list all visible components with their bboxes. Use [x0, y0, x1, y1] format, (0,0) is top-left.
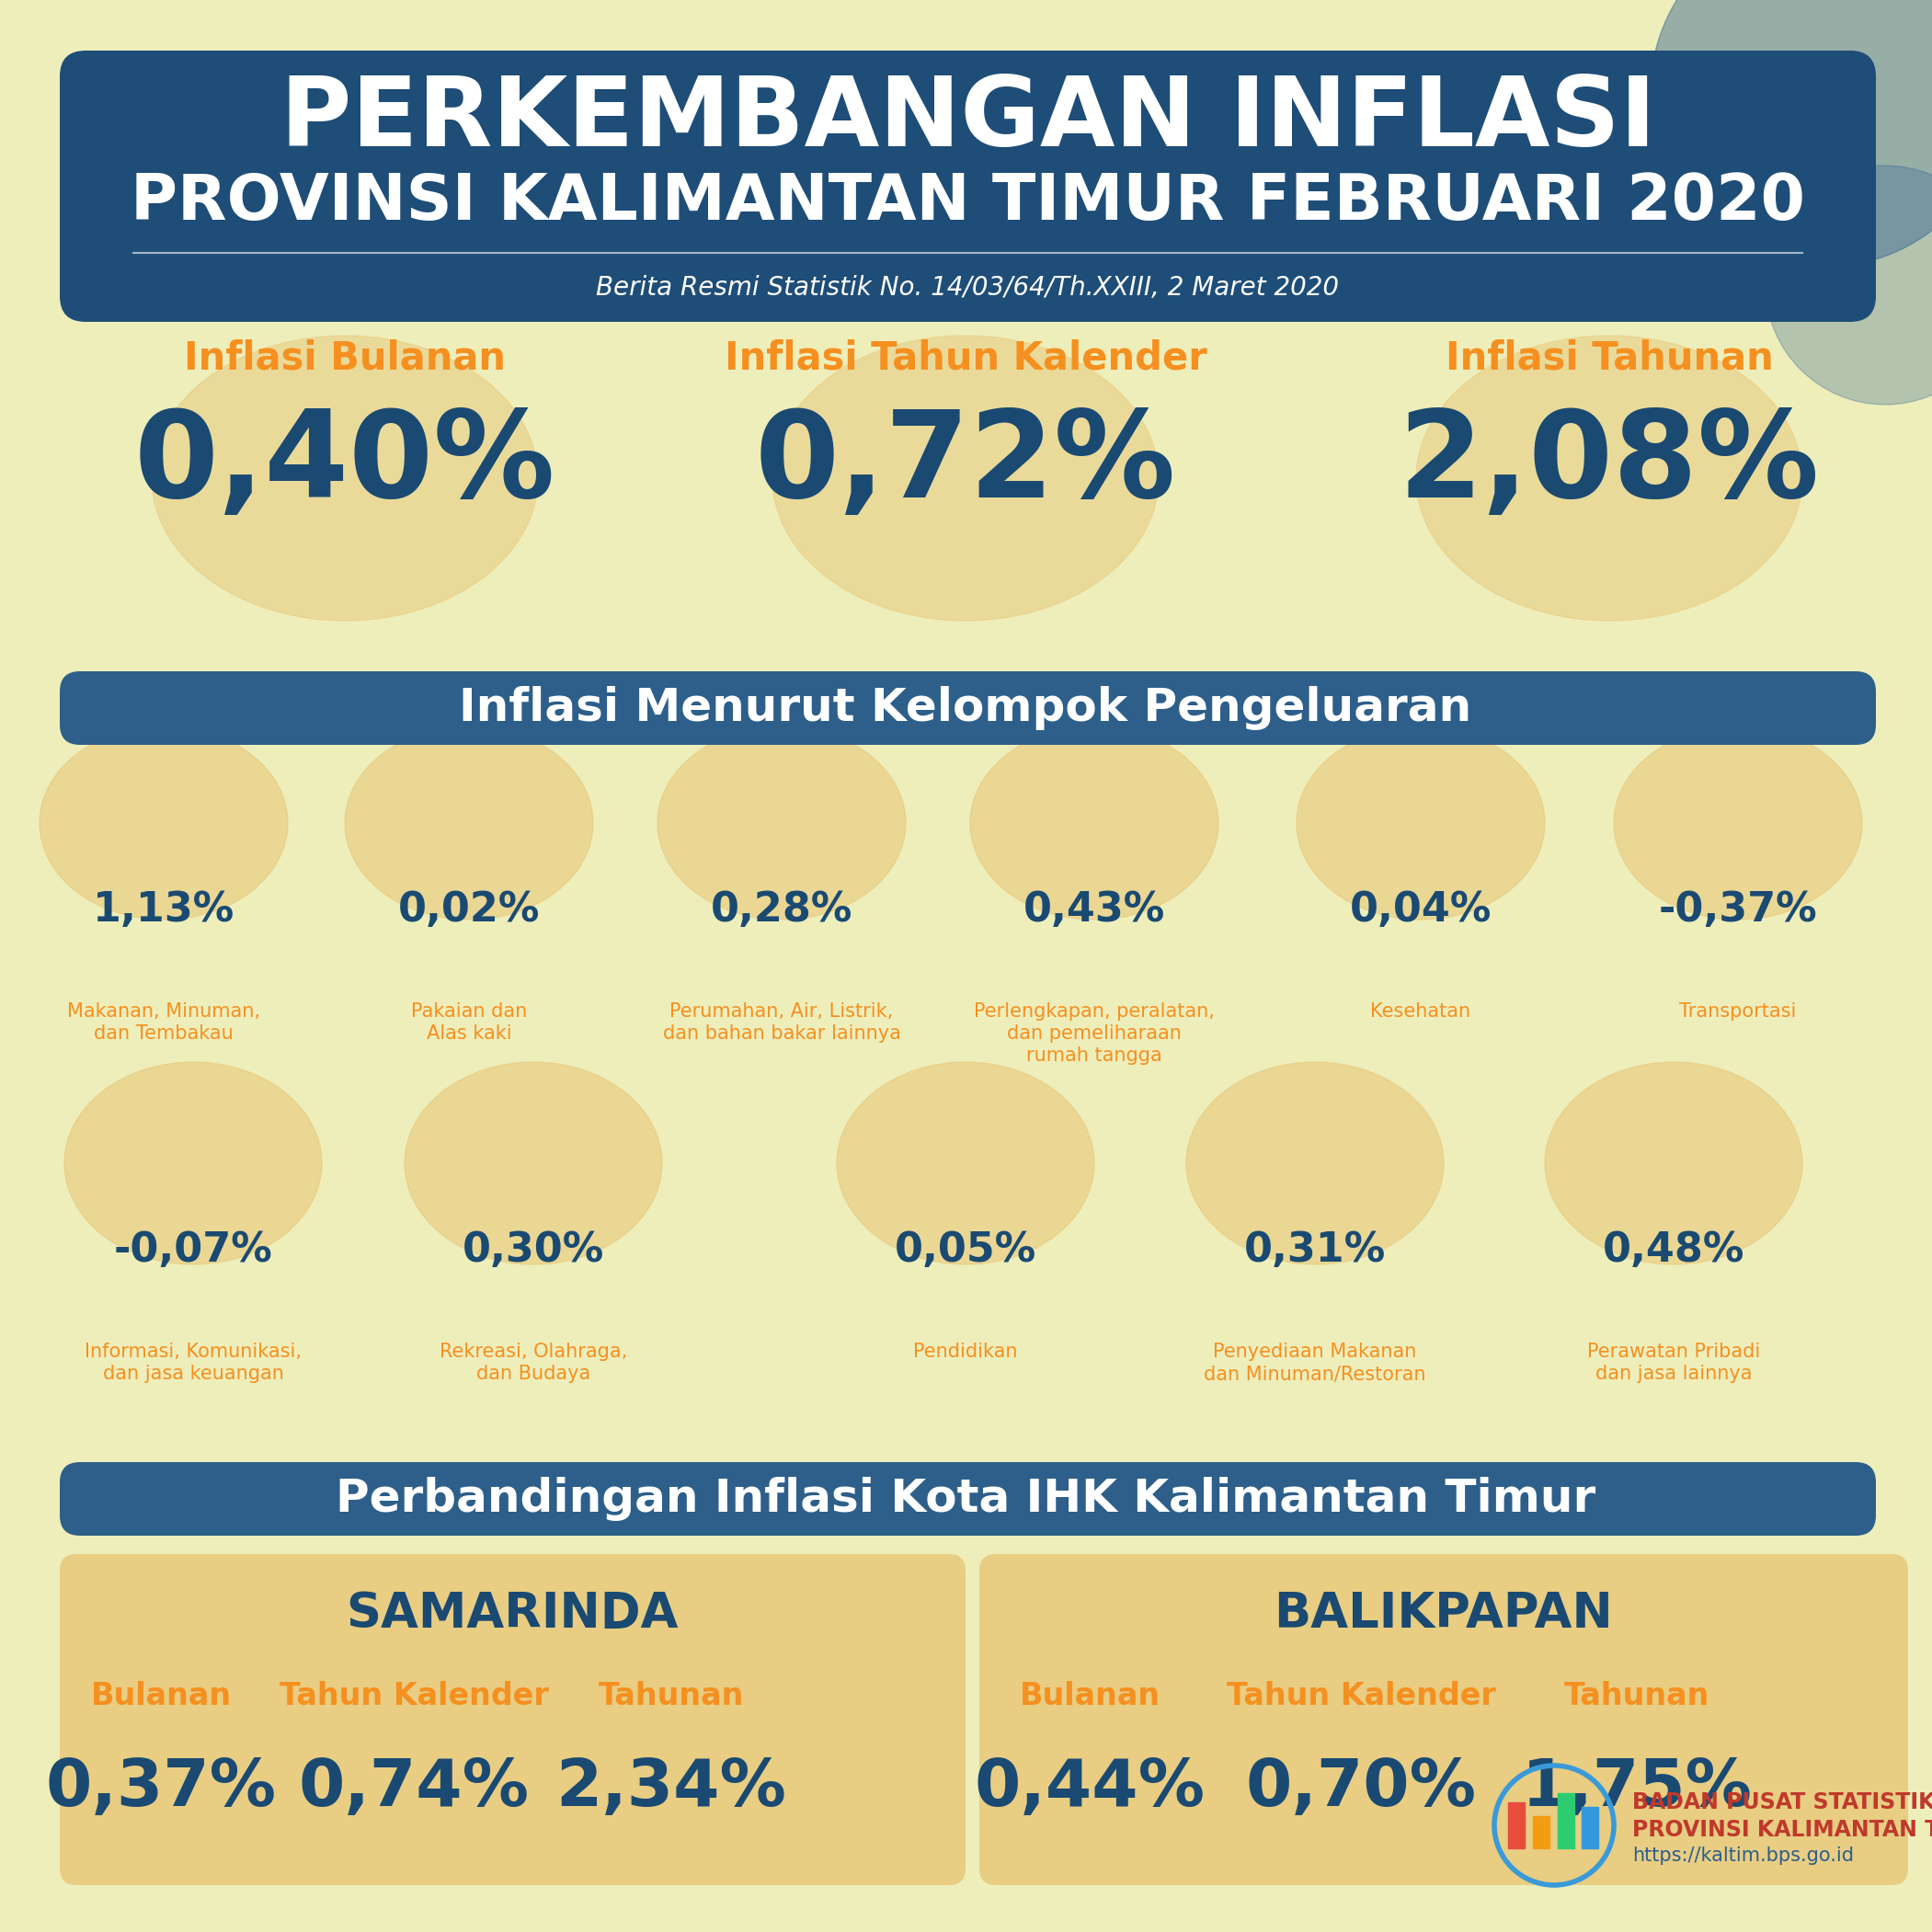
Text: 0,30%: 0,30%: [462, 1231, 605, 1271]
Text: -0,37%: -0,37%: [1658, 891, 1818, 929]
Ellipse shape: [1416, 336, 1803, 620]
FancyBboxPatch shape: [60, 670, 1876, 746]
Text: BADAN PUSAT STATISTIK: BADAN PUSAT STATISTIK: [1633, 1791, 1932, 1814]
Text: 0,70%: 0,70%: [1246, 1756, 1476, 1820]
Text: PERKEMBANGAN INFLASI: PERKEMBANGAN INFLASI: [280, 73, 1656, 166]
Text: 1,13%: 1,13%: [93, 891, 234, 929]
Text: 0,44%: 0,44%: [974, 1756, 1206, 1820]
Ellipse shape: [657, 726, 906, 920]
Bar: [1557, 1793, 1575, 1849]
Bar: [1509, 1803, 1524, 1849]
Ellipse shape: [1613, 726, 1862, 920]
Text: 0,02%: 0,02%: [398, 891, 539, 929]
Text: -0,07%: -0,07%: [114, 1231, 272, 1271]
Text: https://kaltim.bps.go.id: https://kaltim.bps.go.id: [1633, 1847, 1855, 1864]
Ellipse shape: [39, 726, 288, 920]
Text: Perbandingan Inflasi Kota IHK Kalimantan Timur: Perbandingan Inflasi Kota IHK Kalimantan…: [336, 1476, 1596, 1520]
Ellipse shape: [344, 726, 593, 920]
Ellipse shape: [1186, 1063, 1443, 1264]
Text: Inflasi Bulanan: Inflasi Bulanan: [184, 340, 506, 379]
Text: Bulanan: Bulanan: [91, 1681, 232, 1712]
Text: 0,72%: 0,72%: [755, 406, 1177, 524]
Text: Inflasi Tahun Kalender: Inflasi Tahun Kalender: [724, 340, 1208, 379]
Text: 0,31%: 0,31%: [1244, 1231, 1385, 1271]
Ellipse shape: [404, 1063, 663, 1264]
Bar: [1582, 1806, 1598, 1849]
Text: Makanan, Minuman,
dan Tembakau: Makanan, Minuman, dan Tembakau: [68, 1003, 261, 1043]
Text: Pendidikan: Pendidikan: [914, 1343, 1018, 1360]
Text: Perumahan, Air, Listrik,
dan bahan bakar lainnya: Perumahan, Air, Listrik, dan bahan bakar…: [663, 1003, 900, 1043]
Text: 0,74%: 0,74%: [298, 1756, 529, 1820]
Text: Rekreasi, Olahraga,
dan Budaya: Rekreasi, Olahraga, dan Budaya: [439, 1343, 628, 1383]
Text: 0,28%: 0,28%: [711, 891, 852, 929]
Text: Tahun Kalender: Tahun Kalender: [1227, 1681, 1495, 1712]
Text: 0,48%: 0,48%: [1604, 1231, 1745, 1271]
Text: Berita Resmi Statistik No. 14/03/64/Th.XXIII, 2 Maret 2020: Berita Resmi Statistik No. 14/03/64/Th.X…: [597, 274, 1339, 301]
Text: Kesehatan: Kesehatan: [1370, 1003, 1470, 1020]
Text: Informasi, Komunikasi,
dan jasa keuangan: Informasi, Komunikasi, dan jasa keuangan: [85, 1343, 301, 1383]
Ellipse shape: [773, 336, 1159, 620]
FancyBboxPatch shape: [60, 50, 1876, 323]
Text: Inflasi Menurut Kelompok Pengeluaran: Inflasi Menurut Kelompok Pengeluaran: [460, 686, 1472, 730]
Text: 0,37%: 0,37%: [46, 1756, 276, 1820]
Text: 0,04%: 0,04%: [1350, 891, 1492, 929]
Ellipse shape: [64, 1063, 323, 1264]
Text: Penyediaan Makanan
dan Minuman/Restoran: Penyediaan Makanan dan Minuman/Restoran: [1204, 1343, 1426, 1383]
Text: PROVINSI KALIMANTAN TIMUR FEBRUARI 2020: PROVINSI KALIMANTAN TIMUR FEBRUARI 2020: [131, 172, 1804, 234]
Text: BALIKPAPAN: BALIKPAPAN: [1275, 1590, 1613, 1638]
Ellipse shape: [970, 726, 1219, 920]
Text: PROVINSI KALIMANTAN TIMUR: PROVINSI KALIMANTAN TIMUR: [1633, 1818, 1932, 1841]
Ellipse shape: [837, 1063, 1094, 1264]
Text: Inflasi Tahunan: Inflasi Tahunan: [1445, 340, 1774, 379]
Text: Perlengkapan, peralatan,
dan pemeliharaan
rumah tangga: Perlengkapan, peralatan, dan pemeliharaa…: [974, 1003, 1215, 1065]
Text: 0,43%: 0,43%: [1024, 891, 1165, 929]
Circle shape: [1766, 166, 1932, 404]
Text: Tahunan: Tahunan: [599, 1681, 744, 1712]
Ellipse shape: [1296, 726, 1546, 920]
Ellipse shape: [1546, 1063, 1803, 1264]
FancyBboxPatch shape: [60, 1463, 1876, 1536]
Text: 0,40%: 0,40%: [133, 406, 556, 524]
Text: Bulanan: Bulanan: [1020, 1681, 1159, 1712]
Text: 0,05%: 0,05%: [895, 1231, 1036, 1271]
Text: Tahunan: Tahunan: [1565, 1681, 1710, 1712]
Text: 1,75%: 1,75%: [1522, 1756, 1752, 1820]
Ellipse shape: [153, 336, 537, 620]
Text: 2,08%: 2,08%: [1399, 406, 1820, 524]
Text: SAMARINDA: SAMARINDA: [346, 1590, 678, 1638]
Text: Perawatan Pribadi
dan jasa lainnya: Perawatan Pribadi dan jasa lainnya: [1586, 1343, 1760, 1383]
Text: 2,34%: 2,34%: [556, 1756, 786, 1820]
Text: Tahun Kalender: Tahun Kalender: [280, 1681, 549, 1712]
Circle shape: [1650, 0, 1932, 267]
FancyBboxPatch shape: [60, 1553, 966, 1886]
Text: Pakaian dan
Alas kaki: Pakaian dan Alas kaki: [412, 1003, 527, 1043]
Bar: [1532, 1816, 1549, 1849]
FancyBboxPatch shape: [980, 1553, 1909, 1886]
Text: Transportasi: Transportasi: [1679, 1003, 1797, 1020]
